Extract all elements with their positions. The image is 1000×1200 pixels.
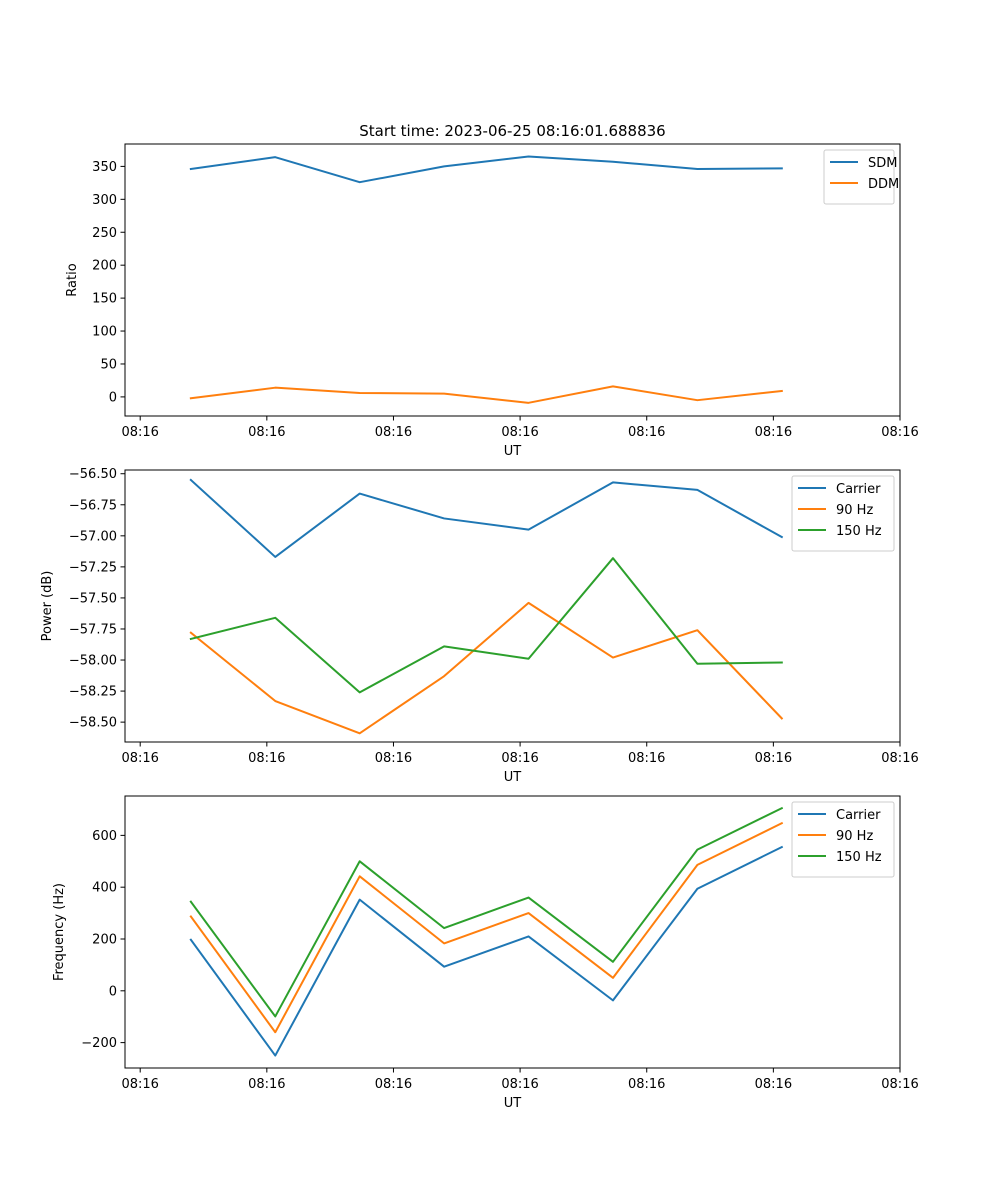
legend-box	[791, 801, 895, 878]
y-axis-label: Frequency (Hz)	[52, 883, 67, 981]
series-line-ddm	[189, 385, 783, 404]
legend-label: 90 Hz	[836, 503, 873, 518]
x-tick-label: 08:16	[628, 425, 665, 440]
chart-3: 08:16 08:16 08:16 08:16 08:16 08:16 08:16 −200 0…	[52, 795, 919, 1111]
series-line-90-hz	[189, 601, 784, 735]
x-tick-label: 08:16	[248, 425, 285, 440]
chart-1: 08:16 08:16 08:16 08:16 08:16 08:16 08:16 0 50 10…	[65, 143, 919, 459]
legend-label: 150 Hz	[836, 524, 882, 539]
x-tick-label: 08:16	[881, 1077, 918, 1092]
axes-frame	[124, 143, 901, 417]
series-line-150-hz	[189, 557, 783, 694]
legend-label: 150 Hz	[836, 850, 882, 865]
y-tick-label: 250	[92, 226, 117, 241]
y-tick-label: 400	[92, 881, 117, 896]
x-tick-label: 08:16	[755, 1077, 792, 1092]
series-line-90-hz	[189, 821, 784, 1034]
y-tick-label: 0	[109, 390, 117, 405]
y-tick-label: −57.00	[69, 529, 117, 544]
series-line-carrier	[189, 845, 784, 1057]
y-tick-label: 300	[92, 193, 117, 208]
x-tick-label: 08:16	[628, 751, 665, 766]
legend-box	[791, 475, 895, 552]
x-tick-label: 08:16	[121, 425, 158, 440]
axes-frame	[124, 469, 901, 743]
legend: Carrier 90 Hz 150 Hz	[791, 801, 895, 878]
axes-frame	[124, 795, 901, 1069]
x-tick-label: 08:16	[628, 1077, 665, 1092]
y-axis-label: Power (dB)	[40, 571, 55, 642]
legend-label: SDM	[868, 156, 897, 171]
x-tick-label: 08:16	[121, 1077, 158, 1092]
legend-box	[823, 149, 895, 205]
legend: SDM DDM	[823, 149, 899, 205]
y-tick-label: 0	[109, 984, 117, 999]
x-axis-label: UT	[504, 770, 522, 785]
legend-label: 90 Hz	[836, 829, 873, 844]
y-tick-label: −58.50	[69, 716, 117, 731]
y-axis-label: Ratio	[65, 263, 80, 296]
y-tick-label: −58.25	[69, 685, 117, 700]
x-tick-label: 08:16	[375, 751, 412, 766]
y-tick-label: 600	[92, 829, 117, 844]
legend-label: Carrier	[836, 808, 881, 823]
legend-label: Carrier	[836, 482, 881, 497]
y-tick-label: 200	[92, 932, 117, 947]
figure-title: Start time: 2023-06-25 08:16:01.688836	[359, 122, 665, 140]
charts-container: 08:16 08:16 08:16 08:16 08:16 08:16 08:16 0 50 10…	[40, 143, 919, 1111]
y-tick-label: −58.00	[69, 654, 117, 669]
x-tick-label: 08:16	[755, 425, 792, 440]
x-tick-label: 08:16	[501, 751, 538, 766]
legend: Carrier 90 Hz 150 Hz	[791, 475, 895, 552]
y-tick-label: 50	[100, 357, 117, 372]
y-tick-label: −57.75	[69, 622, 117, 637]
x-tick-label: 08:16	[501, 1077, 538, 1092]
series-line-150-hz	[189, 806, 784, 1018]
x-tick-label: 08:16	[248, 1077, 285, 1092]
y-tick-label: 350	[92, 160, 117, 175]
series-line-sdm	[189, 155, 783, 184]
y-tick-label: 200	[92, 259, 117, 274]
chart-2: 08:16 08:16 08:16 08:16 08:16 08:16 08:16 −58.5…	[40, 467, 919, 785]
y-tick-label: −56.50	[69, 467, 117, 482]
x-tick-label: 08:16	[375, 425, 412, 440]
x-tick-label: 08:16	[501, 425, 538, 440]
x-tick-label: 08:16	[248, 751, 285, 766]
y-tick-label: −57.50	[69, 591, 117, 606]
x-tick-label: 08:16	[881, 425, 918, 440]
x-tick-label: 08:16	[121, 751, 158, 766]
x-tick-label: 08:16	[881, 751, 918, 766]
y-tick-label: −200	[81, 1036, 117, 1051]
y-tick-label: −56.75	[69, 498, 117, 513]
x-axis-label: UT	[504, 1096, 522, 1111]
x-tick-label: 08:16	[375, 1077, 412, 1092]
x-axis-label: UT	[504, 444, 522, 459]
y-tick-label: −57.25	[69, 560, 117, 575]
y-tick-label: 150	[92, 292, 117, 307]
series-line-carrier	[189, 478, 784, 558]
legend-label: DDM	[868, 177, 899, 192]
y-tick-label: 100	[92, 325, 117, 340]
x-tick-label: 08:16	[755, 751, 792, 766]
